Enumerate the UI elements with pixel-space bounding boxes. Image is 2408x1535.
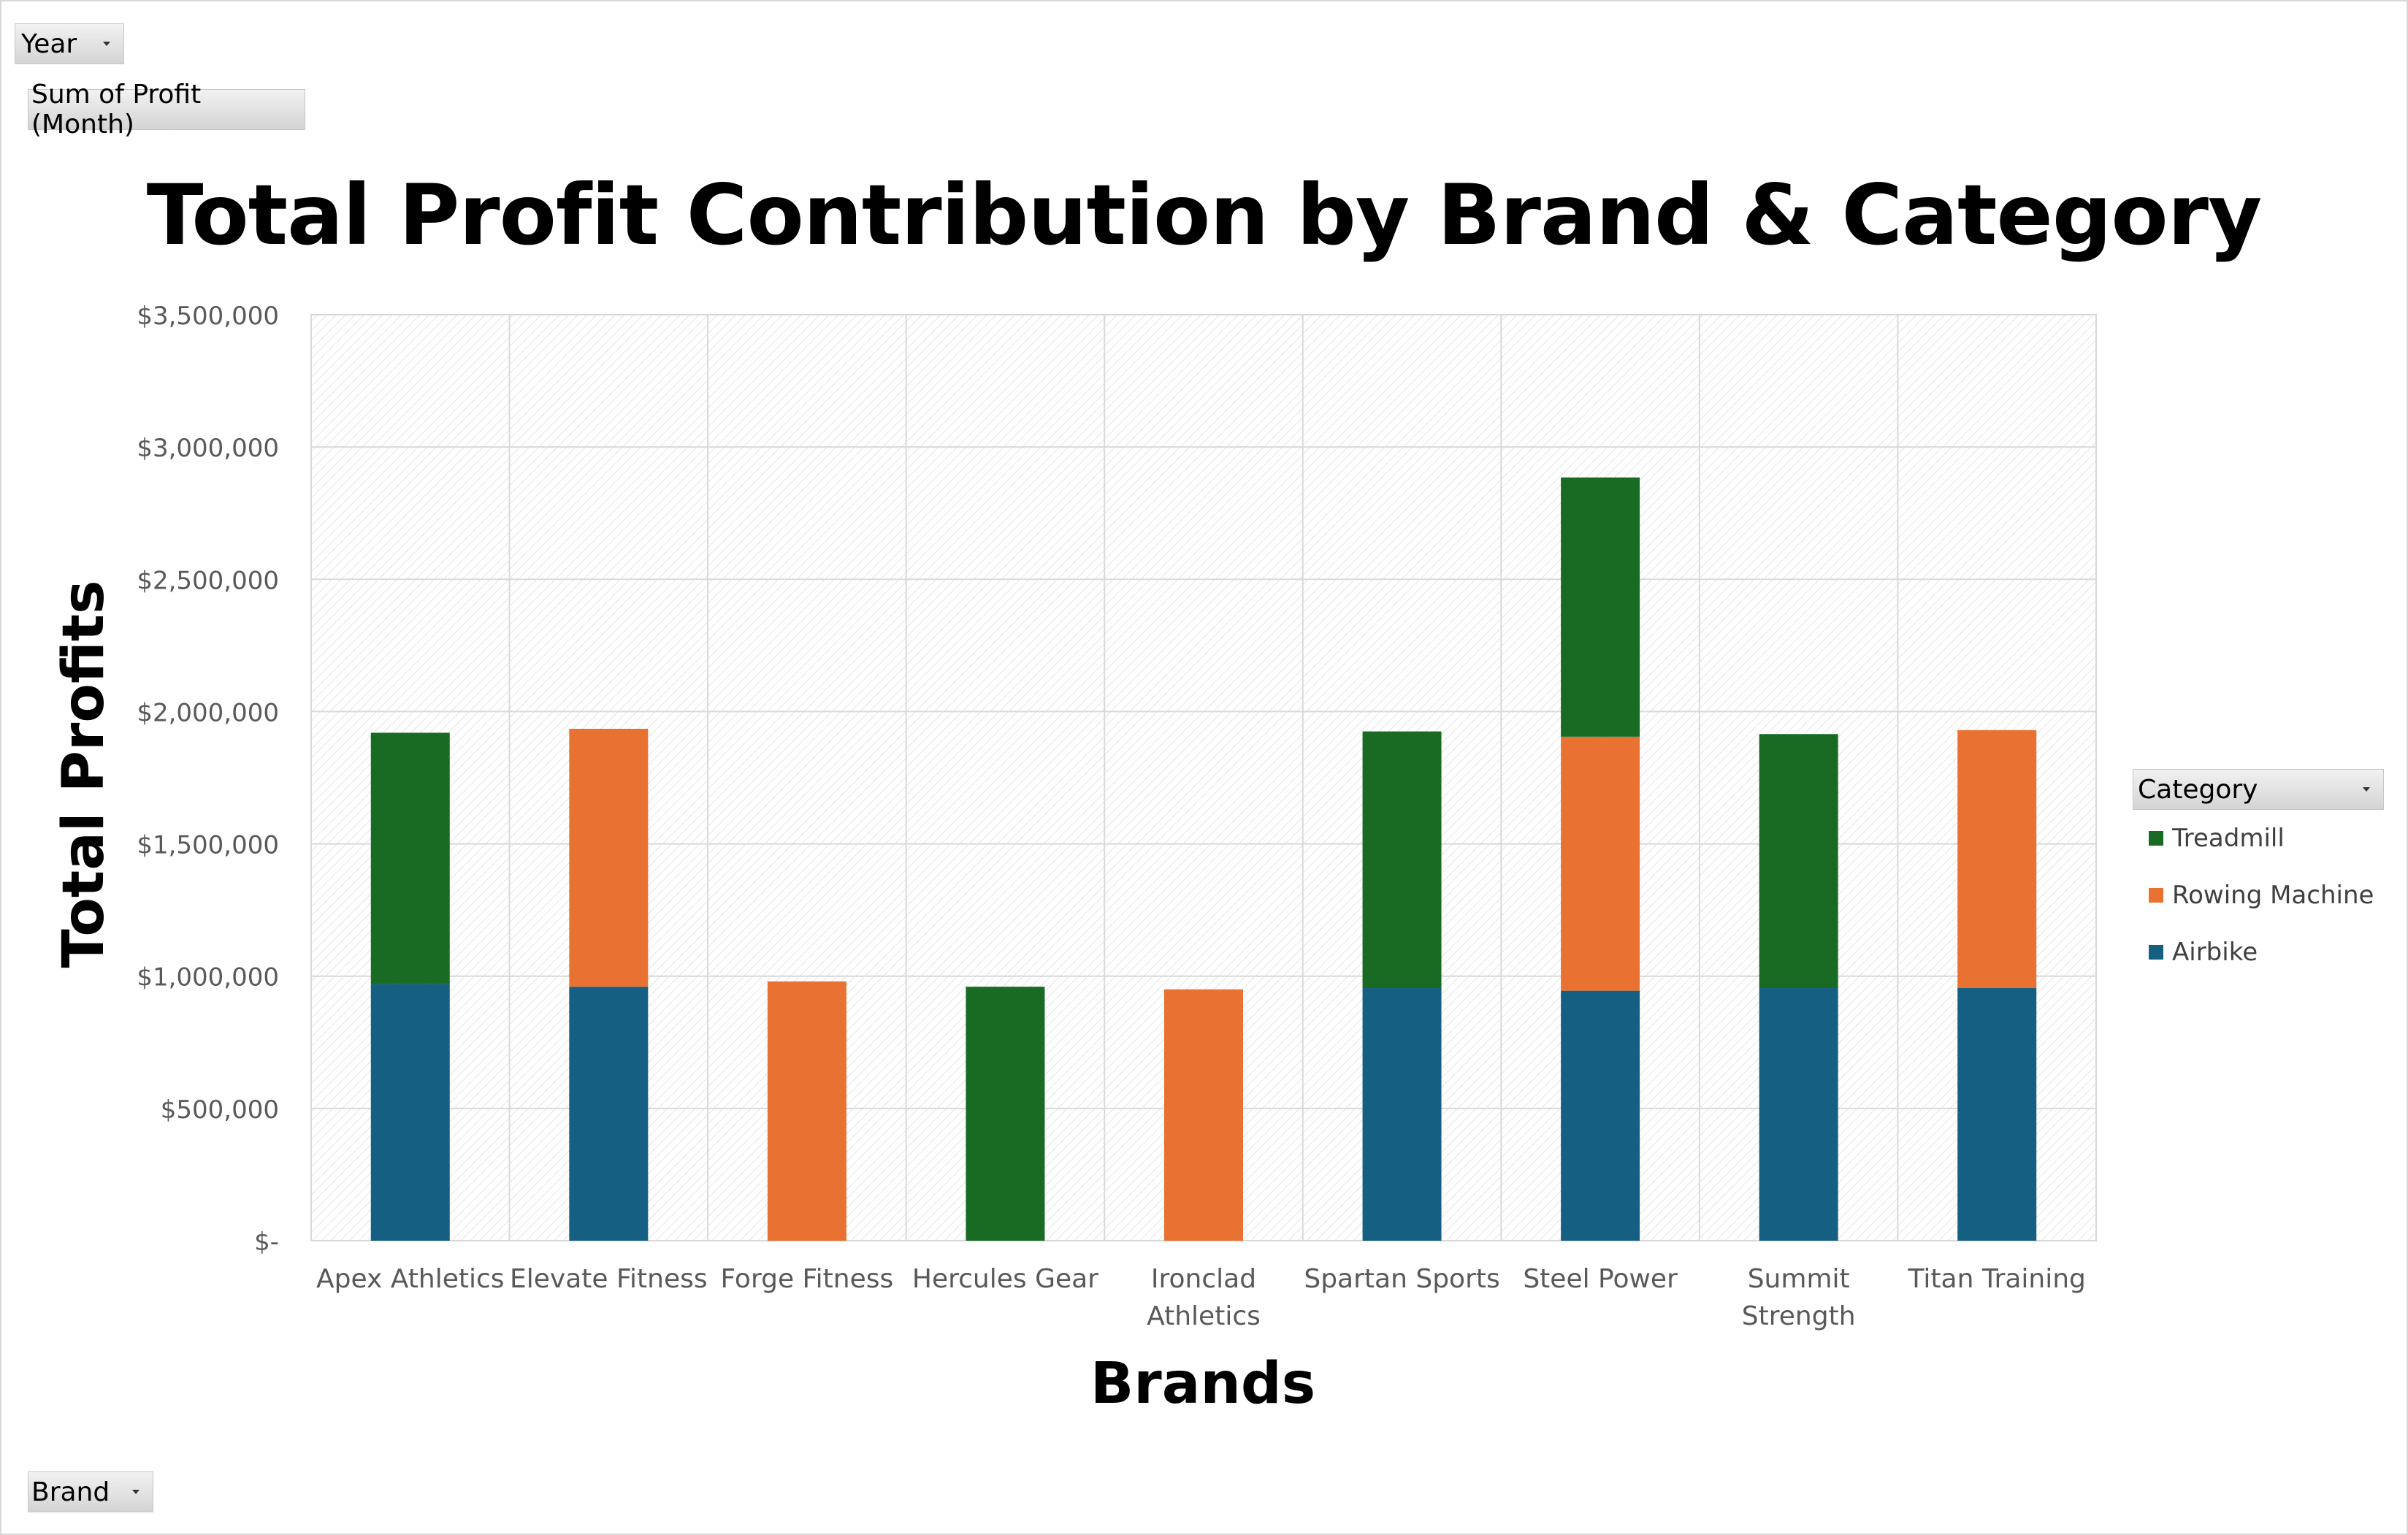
x-tick-label-line: Athletics (1147, 1301, 1261, 1331)
bar-airbike (1759, 988, 1838, 1241)
value-field-button[interactable]: Sum of Profit (Month) (28, 80, 305, 139)
bar-treadmill (1561, 477, 1640, 737)
x-tick-label: Spartan Sports (1304, 1264, 1499, 1294)
bar-airbike (569, 987, 649, 1241)
legend-item[interactable]: Airbike (2133, 924, 2384, 981)
bar-treadmill (1759, 734, 1838, 989)
legend-item[interactable]: Rowing Machine (2133, 867, 2384, 924)
legend-swatch (2149, 831, 2163, 846)
x-tick-label-line: Elevate Fitness (510, 1264, 708, 1294)
x-tick-label-line: Strength (1742, 1301, 1856, 1331)
x-tick-label-line: Summit (1748, 1264, 1850, 1294)
y-tick-label: $2,500,000 (137, 566, 279, 595)
legend: Category Treadmill Rowing Machine Airbike (2133, 769, 2384, 981)
x-tick-label-line: Apex Athletics (316, 1264, 504, 1294)
y-tick-label: $500,000 (161, 1095, 279, 1125)
legend-swatch (2149, 888, 2163, 903)
bar-airbike (370, 984, 450, 1241)
category-filter-label: Category (2138, 774, 2258, 805)
bar-treadmill (966, 987, 1045, 1241)
y-tick-label: $3,500,000 (137, 302, 279, 331)
bar-airbike (1957, 988, 2037, 1241)
bar-rowing-machine (1957, 730, 2037, 989)
y-tick-label: $1,000,000 (137, 963, 279, 992)
bar-treadmill (370, 732, 450, 984)
brand-filter-button[interactable]: Brand (28, 1471, 153, 1512)
bar-treadmill (1362, 731, 1442, 989)
x-tick-label: Summit Strength (1742, 1264, 1856, 1331)
year-filter-button[interactable]: Year (15, 23, 124, 64)
bar-rowing-machine (1164, 989, 1243, 1241)
x-tick-label-line: Hercules Gear (912, 1264, 1098, 1294)
x-tick-label-line: Ironclad (1151, 1264, 1256, 1294)
x-tick-label-line: Titan Training (1908, 1264, 2086, 1294)
x-axis-title: Brands (1090, 1351, 1316, 1417)
y-tick-label: $2,000,000 (137, 698, 279, 727)
x-tick-label: Elevate Fitness (510, 1264, 708, 1294)
bar-rowing-machine (767, 981, 846, 1241)
legend-swatch (2149, 945, 2163, 960)
bar-rowing-machine (569, 728, 649, 987)
x-tick-label: Ironclad Athletics (1147, 1264, 1261, 1331)
x-tick-label: Steel Power (1523, 1264, 1678, 1294)
x-tick-label-line: Spartan Sports (1304, 1264, 1499, 1294)
legend-label: Rowing Machine (2172, 881, 2374, 910)
x-tick-label: Apex Athletics (316, 1264, 504, 1294)
y-tick-label: $1,500,000 (137, 831, 279, 860)
bar-rowing-machine (1561, 736, 1640, 991)
legend-item[interactable]: Treadmill (2133, 810, 2384, 867)
dropdown-arrow-icon[interactable] (2363, 787, 2370, 792)
brand-filter-label: Brand (31, 1477, 110, 1507)
chart-title: Total Profit Contribution by Brand & Cat… (146, 166, 2263, 264)
x-tick-label: Hercules Gear (912, 1264, 1098, 1294)
x-tick-label-line: Steel Power (1523, 1264, 1678, 1294)
legend-label: Treadmill (2172, 824, 2285, 853)
y-tick-label: $- (254, 1228, 279, 1257)
dropdown-arrow-icon[interactable] (103, 42, 110, 46)
legend-label: Airbike (2172, 938, 2258, 967)
bar-airbike (1362, 988, 1442, 1241)
x-tick-label-line: Forge Fitness (721, 1264, 894, 1294)
year-filter-label: Year (21, 28, 77, 59)
x-tick-label: Forge Fitness (721, 1264, 894, 1294)
category-filter-button[interactable]: Category (2133, 769, 2384, 810)
dropdown-arrow-icon[interactable] (132, 1490, 139, 1494)
x-tick-label: Titan Training (1908, 1264, 2086, 1294)
bar-airbike (1561, 990, 1640, 1241)
value-field-label: Sum of Profit (Month) (31, 80, 202, 139)
y-tick-label: $3,000,000 (137, 434, 279, 463)
